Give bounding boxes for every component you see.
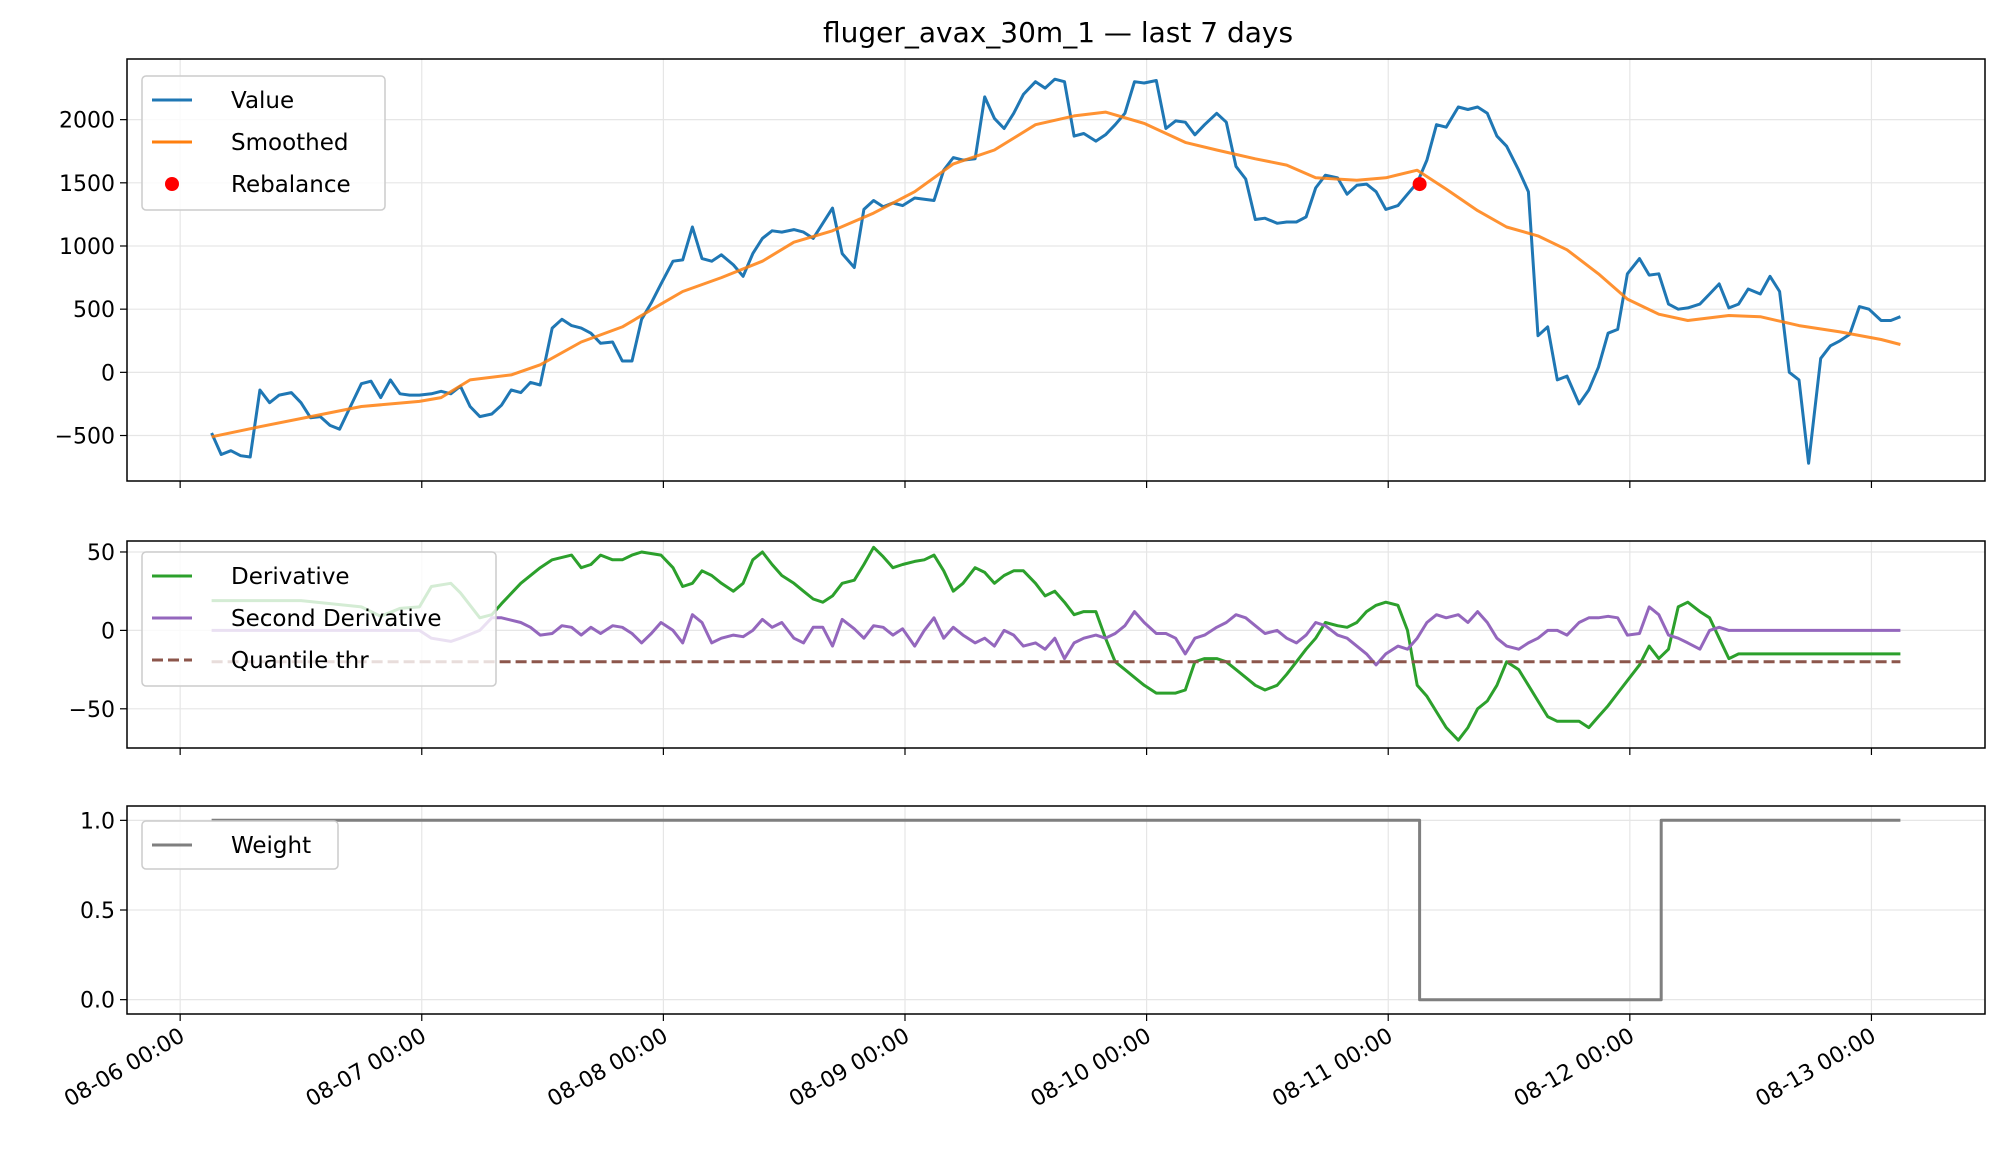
panel-middle: 50 0 −50 Derivative Second Derivative Quantil… bbox=[69, 540, 1986, 755]
y-tick-label: 2000 bbox=[59, 109, 115, 134]
legend-box bbox=[141, 75, 386, 211]
legend-label: Second Derivative bbox=[231, 606, 442, 632]
y-tick-label: −50 bbox=[69, 698, 115, 723]
legend-label: Rebalance bbox=[231, 172, 351, 198]
x-tick-label: 08-13 00:00 bbox=[1752, 1024, 1881, 1113]
y-tick-label: 1.0 bbox=[80, 809, 115, 834]
legend-top: Value Smoothed Rebalance bbox=[141, 75, 386, 211]
axes-frame bbox=[126, 58, 1986, 482]
y-tick-label: 0.0 bbox=[80, 989, 115, 1014]
legend-label: Quantile thr bbox=[231, 648, 369, 674]
legend-bottom: Weight bbox=[141, 820, 339, 870]
panel-bottom: 1.0 0.5 0.0 Weight bbox=[80, 805, 1986, 1021]
y-tick-label: 0 bbox=[101, 361, 115, 386]
x-tick-label: 08-10 00:00 bbox=[1027, 1024, 1156, 1113]
y-tick-label: 50 bbox=[87, 541, 115, 566]
axes-frame bbox=[126, 540, 1986, 749]
y-tick-label: 0 bbox=[101, 619, 115, 644]
series-line-second-derivative bbox=[211, 605, 1901, 667]
y-tick-label: 1500 bbox=[59, 172, 115, 197]
series-line-derivative bbox=[211, 545, 1901, 742]
y-tick-label: −500 bbox=[55, 425, 115, 450]
legend-label: Weight bbox=[231, 833, 311, 859]
legend-label: Smoothed bbox=[231, 130, 349, 156]
y-tick-label: 500 bbox=[73, 298, 115, 323]
series-line-value bbox=[210, 77, 1901, 465]
x-tick-label: 08-11 00:00 bbox=[1268, 1024, 1397, 1113]
x-tick-label: 08-12 00:00 bbox=[1510, 1024, 1639, 1113]
series-line-weight bbox=[211, 818, 1901, 1002]
panel-top: 2000 1500 1000 500 0 −500 Value Smoothed Rebalan… bbox=[55, 58, 1986, 488]
legend-middle: Derivative Second Derivative Quantile thr bbox=[141, 551, 497, 687]
rebalance-point bbox=[1412, 177, 1427, 192]
legend-swatch bbox=[165, 177, 179, 191]
x-tick-label: 08-08 00:00 bbox=[544, 1024, 673, 1113]
y-tick-label: 0.5 bbox=[80, 899, 115, 924]
chart-title: fluger_avax_30m_1 — last 7 days bbox=[823, 16, 1293, 49]
x-tick-label: 08-07 00:00 bbox=[302, 1024, 431, 1113]
x-tick-label: 08-06 00:00 bbox=[60, 1024, 189, 1113]
legend-label: Derivative bbox=[231, 564, 350, 590]
legend-label: Value bbox=[231, 88, 294, 114]
x-tick-label: 08-09 00:00 bbox=[785, 1024, 914, 1113]
legend-box bbox=[141, 820, 339, 870]
series-line-smoothed bbox=[211, 110, 1901, 439]
legend-box bbox=[141, 551, 497, 687]
y-tick-label: 1000 bbox=[59, 235, 115, 260]
axes-frame bbox=[126, 805, 1986, 1015]
